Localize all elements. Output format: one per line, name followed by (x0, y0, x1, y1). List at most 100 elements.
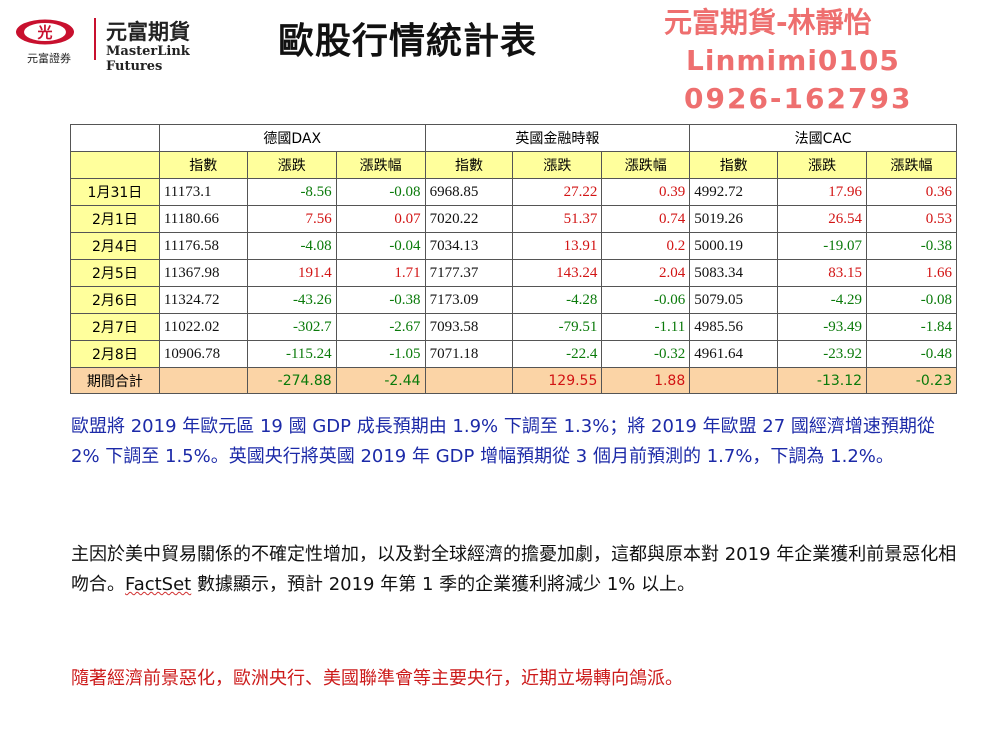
paragraph-earnings-b: 數據顯示，預計 2019 年第 1 季的企業獲利將減少 1% 以上。 (191, 574, 696, 595)
cac-change-pct-value: -0.38 (866, 232, 957, 260)
dax-change-pct-value: -2.44 (335, 367, 426, 394)
col-index: 指數 (158, 151, 248, 179)
dax-change-value: -274.88 (246, 367, 337, 394)
dax-change-pct-value: -1.05 (335, 340, 426, 368)
cac-change-pct-value: 0.36 (866, 178, 957, 206)
col-change: 漲跌 (246, 151, 337, 179)
ftse-index-value: 7020.22 (424, 205, 514, 233)
dax-index-value: 10906.78 (158, 340, 248, 368)
date-cell: 1月31日 (70, 178, 160, 206)
cac-change-pct-value: -0.48 (866, 340, 957, 368)
table-row: 1月31日 11173.1 -8.56 -0.08 6968.85 27.22 0.39 49… (70, 178, 957, 206)
dax-change-value: -4.08 (246, 232, 337, 260)
ftse-index-value: 7093.58 (424, 313, 514, 341)
ftse-change-pct-value: 0.74 (601, 205, 691, 233)
dax-change-value: -302.7 (246, 313, 337, 341)
dax-change-value: 7.56 (246, 205, 337, 233)
market-header-dax: 德國DAX (158, 124, 426, 152)
ftse-change-value: 129.55 (512, 367, 603, 394)
ftse-change-value: 13.91 (512, 232, 603, 260)
cac-index-value: 4992.72 (689, 178, 779, 206)
total-row: 期間合計 -274.88 -2.44 129.55 1.88 -13.12 -0.23 (70, 367, 957, 394)
dax-change-pct-value: -0.08 (335, 178, 426, 206)
dax-change-pct-value: -2.67 (335, 313, 426, 341)
dax-index-value: 11180.66 (158, 205, 248, 233)
table-row: 2月4日 11176.58 -4.08 -0.04 7034.13 13.91 0.2 500… (70, 232, 957, 260)
ftse-index-value: 7173.09 (424, 286, 514, 314)
paragraph-eu-forecast: 歐盟將 2019 年歐元區 19 國 GDP 成長預期由 1.9% 下調至 1.… (71, 416, 935, 467)
paragraph-earnings: 主因於美中貿易關係的不確定性增加，以及對全球經濟的擔憂加劇，這都與原本對 201… (71, 540, 961, 600)
cac-change-value: -19.07 (777, 232, 868, 260)
table-row: 2月6日 11324.72 -43.26 -0.38 7173.09 -4.28 -0.06… (70, 286, 957, 314)
ftse-change-value: -4.28 (512, 286, 603, 314)
cac-index-value: 5083.34 (689, 259, 779, 287)
cac-change-value: -93.49 (777, 313, 868, 341)
ftse-index-value: 7034.13 (424, 232, 514, 260)
table-body: 1月31日 11173.1 -8.56 -0.08 6968.85 27.22 0.39 49… (70, 178, 957, 394)
cac-change-pct-value: 1.66 (866, 259, 957, 287)
contact-id: Linmimi0105 (686, 44, 900, 77)
dax-index-value: 11173.1 (158, 178, 248, 206)
ftse-change-value: -79.51 (512, 313, 603, 341)
dax-change-value: 191.4 (246, 259, 337, 287)
column-header-row: 指數 漲跌 漲跌幅 指數 漲跌 漲跌幅 指數 漲跌 漲跌幅 (70, 151, 957, 179)
ftse-change-value: 51.37 (512, 205, 603, 233)
cac-change-pct-value: 0.53 (866, 205, 957, 233)
date-header-cell (70, 151, 160, 179)
cac-index-value (689, 367, 779, 394)
dax-index-value: 11176.58 (158, 232, 248, 260)
ftse-change-pct-value: 0.2 (601, 232, 691, 260)
logo-company-name: 元富期貨 (106, 20, 190, 44)
company-logo: 光 元富證券 元富期貨 MasterLink Futures (14, 14, 240, 74)
dax-change-value: -8.56 (246, 178, 337, 206)
total-label: 期間合計 (70, 367, 160, 394)
ftse-change-pct-value: 2.04 (601, 259, 691, 287)
market-header-cac: 法國CAC (689, 124, 957, 152)
masterlink-logo-icon: 光 (16, 19, 74, 45)
logo-subtitle: 元富證券 (27, 52, 71, 65)
date-cell: 2月6日 (70, 286, 160, 314)
col-change-pct: 漲跌幅 (866, 151, 957, 179)
ftse-change-value: -22.4 (512, 340, 603, 368)
corner-cell (70, 124, 160, 152)
cac-change-value: 17.96 (777, 178, 868, 206)
dax-index-value: 11367.98 (158, 259, 248, 287)
contact-phone: 0926-162793 (684, 82, 913, 115)
cac-change-pct-value: -0.23 (866, 367, 957, 394)
cac-change-value: 83.15 (777, 259, 868, 287)
col-change-pct: 漲跌幅 (601, 151, 691, 179)
dax-change-value: -43.26 (246, 286, 337, 314)
market-header-row: 德國DAX 英國金融時報 法國CAC (70, 124, 957, 152)
ftse-change-value: 143.24 (512, 259, 603, 287)
cac-change-value: -4.29 (777, 286, 868, 314)
date-cell: 2月7日 (70, 313, 160, 341)
paragraph-central-banks: 隨著經濟前景惡化，歐洲央行、美國聯準會等主要央行，近期立場轉向鴿派。 (71, 668, 683, 689)
dax-change-pct-value: -0.04 (335, 232, 426, 260)
dax-change-pct-value: -0.38 (335, 286, 426, 314)
table-row: 2月5日 11367.98 191.4 1.71 7177.37 143.24 2.04 50… (70, 259, 957, 287)
dax-index-value: 11022.02 (158, 313, 248, 341)
ftse-index-value: 6968.85 (424, 178, 514, 206)
ftse-change-pct-value: -0.06 (601, 286, 691, 314)
cac-change-value: -23.92 (777, 340, 868, 368)
market-header-ftse: 英國金融時報 (424, 124, 691, 152)
contact-info: 元富期貨-林靜怡 Linmimi0105 0926-162793 (664, 4, 944, 118)
table-row: 2月1日 11180.66 7.56 0.07 7020.22 51.37 0.74 5019… (70, 205, 957, 233)
table-row: 2月7日 11022.02 -302.7 -2.67 7093.58 -79.51 -1.1… (70, 313, 957, 341)
ftse-change-pct-value: 1.88 (601, 367, 691, 394)
cac-index-value: 5000.19 (689, 232, 779, 260)
ftse-index-value (424, 367, 514, 394)
cac-change-pct-value: -1.84 (866, 313, 957, 341)
date-cell: 2月4日 (70, 232, 160, 260)
cac-index-value: 4961.64 (689, 340, 779, 368)
ftse-change-pct-value: -1.11 (601, 313, 691, 341)
cac-index-value: 5079.05 (689, 286, 779, 314)
cac-change-pct-value: -0.08 (866, 286, 957, 314)
dax-change-pct-value: 0.07 (335, 205, 426, 233)
paragraph-earnings-a: 主因於美中貿易關係的不確定性增加，以及對全球經濟的擔憂加劇，這都與原本對 201… (71, 544, 957, 595)
date-cell: 2月5日 (70, 259, 160, 287)
ftse-index-value: 7071.18 (424, 340, 514, 368)
table-row: 2月8日 10906.78 -115.24 -1.05 7071.18 -22.4 -0.3… (70, 340, 957, 368)
date-cell: 2月8日 (70, 340, 160, 368)
cac-change-value: 26.54 (777, 205, 868, 233)
